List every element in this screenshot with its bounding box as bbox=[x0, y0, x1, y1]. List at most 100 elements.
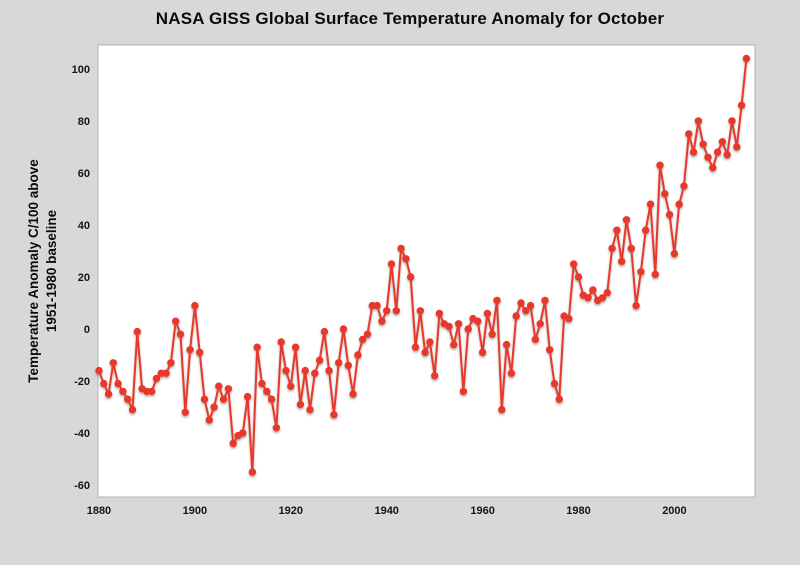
data-point bbox=[109, 359, 118, 367]
data-point bbox=[498, 405, 506, 414]
data-point bbox=[186, 346, 194, 354]
data-point bbox=[359, 335, 367, 344]
data-point bbox=[613, 226, 621, 234]
data-point bbox=[272, 424, 281, 432]
data-point bbox=[632, 301, 640, 310]
data-point bbox=[737, 101, 746, 110]
y-tick-label: 60 bbox=[78, 168, 90, 180]
data-point bbox=[124, 395, 132, 403]
data-point bbox=[464, 325, 472, 333]
data-point bbox=[450, 340, 458, 349]
data-point bbox=[618, 257, 626, 266]
data-point bbox=[675, 200, 683, 208]
x-tick-label: 1960 bbox=[470, 505, 494, 517]
data-point bbox=[459, 387, 468, 396]
data-point bbox=[574, 273, 583, 281]
data-point bbox=[493, 296, 501, 305]
data-point bbox=[637, 268, 645, 276]
data-point bbox=[402, 255, 410, 263]
data-point bbox=[200, 395, 209, 403]
data-point bbox=[373, 301, 381, 310]
data-point bbox=[148, 387, 156, 396]
data-point bbox=[421, 348, 429, 357]
chart-title: NASA GISS Global Surface Temperature Ano… bbox=[155, 9, 665, 28]
data-point bbox=[488, 330, 496, 338]
data-point bbox=[311, 369, 319, 377]
data-point bbox=[114, 379, 122, 388]
data-point bbox=[431, 372, 439, 380]
data-point bbox=[248, 468, 257, 476]
data-point bbox=[152, 374, 161, 383]
x-tick-label: 1920 bbox=[279, 505, 303, 517]
data-point bbox=[718, 138, 727, 146]
data-point bbox=[704, 153, 712, 161]
data-point bbox=[435, 309, 444, 318]
x-tick-label: 2000 bbox=[662, 505, 686, 517]
data-point bbox=[296, 400, 305, 409]
anomaly-line bbox=[98, 57, 748, 473]
data-point bbox=[474, 317, 482, 325]
data-point bbox=[354, 351, 362, 359]
data-point bbox=[320, 327, 329, 336]
data-point bbox=[733, 143, 741, 151]
y-tick-label: 100 bbox=[72, 64, 90, 76]
data-point bbox=[407, 273, 415, 281]
data-point bbox=[411, 343, 420, 351]
y-tick-label: 40 bbox=[78, 220, 90, 232]
data-point bbox=[454, 320, 463, 328]
data-point bbox=[315, 356, 324, 364]
x-tick-label: 1900 bbox=[183, 505, 207, 517]
data-point bbox=[478, 348, 487, 357]
x-tick-label: 1940 bbox=[374, 505, 398, 517]
data-point bbox=[570, 260, 578, 268]
data-point bbox=[253, 343, 261, 351]
data-point bbox=[550, 379, 559, 388]
data-point bbox=[699, 140, 707, 148]
data-point bbox=[229, 439, 237, 448]
data-point bbox=[335, 359, 343, 367]
data-point bbox=[301, 366, 309, 375]
data-point bbox=[627, 244, 635, 253]
data-point bbox=[119, 387, 127, 396]
data-point bbox=[219, 395, 228, 403]
y-tick-label: -60 bbox=[74, 480, 90, 492]
data-point bbox=[128, 405, 137, 414]
data-point bbox=[167, 359, 175, 367]
data-point bbox=[133, 327, 141, 336]
data-point bbox=[531, 335, 540, 344]
data-point bbox=[210, 403, 218, 411]
y-tick-label: -40 bbox=[74, 428, 90, 440]
data-point bbox=[267, 395, 276, 403]
data-point bbox=[100, 379, 108, 388]
y-tick-label: 0 bbox=[84, 324, 90, 336]
data-point bbox=[349, 390, 357, 398]
data-point bbox=[622, 216, 631, 224]
data-point bbox=[306, 405, 314, 414]
data-point bbox=[608, 244, 616, 253]
data-point bbox=[546, 346, 554, 354]
data-point bbox=[742, 54, 751, 63]
data-point bbox=[642, 226, 650, 234]
data-point bbox=[565, 314, 573, 323]
data-point bbox=[344, 361, 352, 370]
data-point bbox=[176, 330, 185, 338]
data-point bbox=[282, 366, 290, 375]
data-point bbox=[502, 340, 511, 349]
data-point bbox=[723, 151, 731, 159]
data-point bbox=[589, 286, 597, 294]
x-tick-label: 1880 bbox=[87, 505, 111, 517]
data-point bbox=[330, 411, 338, 419]
data-point bbox=[258, 379, 266, 388]
data-point bbox=[651, 270, 659, 279]
data-point bbox=[670, 249, 679, 258]
data-point bbox=[445, 322, 453, 331]
data-point bbox=[162, 369, 170, 377]
data-point bbox=[685, 130, 693, 138]
data-point bbox=[191, 301, 199, 310]
data-point bbox=[339, 325, 348, 333]
y-tick-label: 80 bbox=[78, 116, 90, 128]
data-point bbox=[224, 385, 233, 393]
data-point bbox=[426, 338, 434, 346]
data-point bbox=[603, 288, 611, 297]
